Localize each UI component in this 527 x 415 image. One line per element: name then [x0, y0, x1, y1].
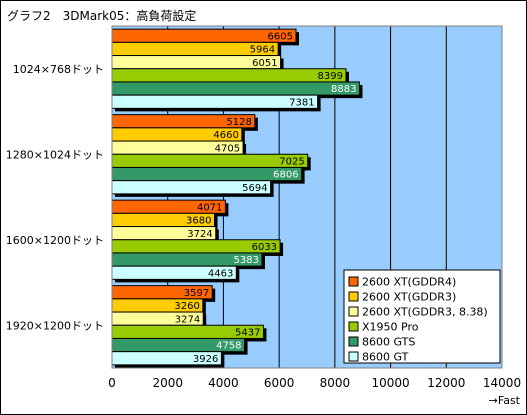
category-label: 1920×1200ドット: [6, 319, 104, 332]
bar-value-label: 3724: [187, 229, 212, 240]
legend-swatch: [348, 276, 359, 287]
legend-entry: 8600 GTS: [362, 336, 415, 349]
bar-value-label: 4705: [215, 143, 240, 154]
x-tick-label: 12000: [427, 376, 465, 390]
bar-value-label: 4660: [213, 130, 238, 141]
bar-value-label: 3597: [184, 288, 209, 299]
x-tick-label: 4000: [208, 376, 239, 390]
bar: [111, 94, 319, 109]
bar-value-label: 5964: [250, 45, 275, 56]
bar-value-label: 4463: [208, 268, 233, 279]
bar-value-label: 3260: [174, 301, 199, 312]
bar-value-label: 8399: [318, 71, 343, 82]
bar-value-label: 6051: [252, 58, 277, 69]
category-label: 1280×1024ドット: [6, 148, 104, 161]
legend-swatch: [348, 336, 359, 347]
bar-value-label: 5694: [242, 183, 267, 194]
x-tick-label: 6000: [264, 376, 295, 390]
bar-value-label: 6806: [273, 170, 298, 181]
bar-value-label: 6605: [268, 31, 293, 42]
category-label: 1024×768ドット: [13, 63, 104, 76]
bar-value-label: 5383: [234, 255, 259, 266]
legend-entry: 2600 XT(GDDR3, 8.38): [362, 306, 488, 319]
category-label: 1600×1200ドット: [6, 234, 104, 247]
legend-swatch: [348, 351, 359, 362]
bar-value-label: 4071: [197, 202, 222, 213]
x-tick-label: 14000: [483, 376, 521, 390]
legend-entry: 8600 GT: [362, 351, 409, 364]
bar-value-label: 5128: [226, 117, 251, 128]
x-tick-label: 2000: [152, 376, 183, 390]
legend-entry: 2600 XT(GDDR4): [362, 276, 456, 289]
legend-swatch: [348, 291, 359, 302]
bar-value-label: 3274: [175, 314, 200, 325]
legend: [343, 269, 501, 364]
bar-value-label: 3926: [193, 354, 218, 365]
x-axis-label: →Fast: [489, 394, 521, 407]
plot-border: [111, 25, 503, 369]
legend-swatch: [348, 321, 359, 332]
chart-title: グラフ2 3DMark05：高負荷設定: [7, 9, 197, 23]
bar-value-label: 5437: [235, 327, 260, 338]
bar-value-label: 6033: [252, 242, 277, 253]
legend-swatch: [348, 306, 359, 317]
bar: [111, 68, 347, 83]
bar-value-label: 3680: [186, 216, 211, 227]
bar-value-label: 7381: [289, 97, 314, 108]
x-tick-label: 10000: [371, 376, 409, 390]
legend-entry: X1950 Pro: [362, 321, 419, 334]
legend-entry: 2600 XT(GDDR3): [362, 291, 456, 304]
x-tick-label: 0: [108, 376, 116, 390]
x-tick-label: 8000: [320, 376, 351, 390]
bar: [111, 81, 360, 96]
bar-value-label: 7025: [279, 156, 304, 167]
bar-value-label: 4758: [216, 341, 241, 352]
bar-value-label: 8883: [331, 84, 356, 95]
